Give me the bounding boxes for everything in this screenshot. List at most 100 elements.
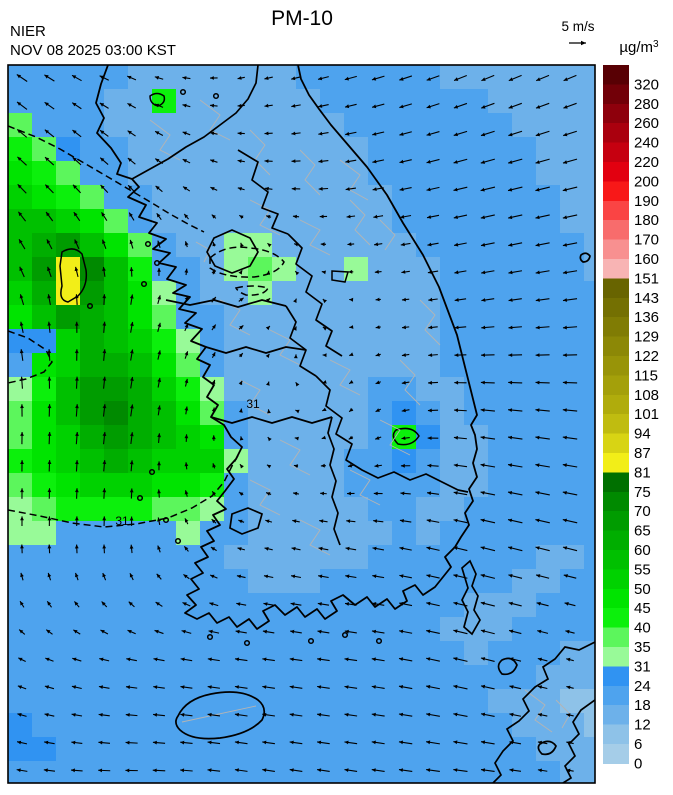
colorbar-band — [603, 647, 629, 667]
pm-cell — [464, 641, 488, 665]
wind-arrowhead — [453, 435, 458, 440]
pm-cell — [560, 449, 584, 473]
pm-cell — [56, 425, 80, 449]
pm-cell — [224, 545, 248, 569]
pm-cell — [80, 305, 104, 329]
pm-cell — [584, 89, 595, 113]
wind-arrowhead — [562, 518, 567, 523]
wind-arrowhead — [563, 574, 568, 578]
wind-arrowhead — [295, 271, 300, 276]
wind-arrowhead — [427, 242, 432, 247]
pm-cell — [32, 113, 56, 137]
wind-arrowhead — [344, 685, 349, 689]
pm-cell — [128, 89, 152, 113]
wind-arrowhead — [129, 294, 134, 299]
wind-arrowhead — [74, 266, 79, 272]
pm-cell — [176, 377, 200, 401]
small-island — [375, 637, 383, 645]
pm-cell — [296, 425, 320, 449]
colorbar-tick-label: 151 — [634, 270, 659, 287]
pm-cell — [224, 665, 248, 689]
wind-arrowhead — [349, 407, 354, 412]
pm-cell — [80, 545, 104, 569]
county-line — [349, 469, 381, 506]
pm-cell — [296, 137, 320, 161]
pm-cell — [512, 209, 536, 233]
wind-arrowhead — [208, 629, 213, 634]
pm-cell — [224, 137, 248, 161]
wind-arrowhead — [262, 712, 267, 717]
county-line — [524, 689, 553, 733]
wind-arrowhead — [535, 408, 540, 412]
pm-cell — [512, 257, 536, 281]
wind-arrowhead — [399, 574, 404, 578]
county-line — [249, 129, 271, 176]
pm-cell — [368, 257, 392, 281]
wind-arrowhead — [71, 685, 77, 689]
pm-cell — [224, 737, 248, 761]
pm-cell — [8, 473, 32, 497]
pm-cell — [80, 401, 104, 425]
pm-cell — [152, 617, 176, 641]
pm-cell — [440, 257, 464, 281]
wind-arrowhead — [402, 297, 406, 302]
wind-arrowhead — [566, 768, 571, 773]
pm-cell — [392, 161, 416, 185]
pm-cell — [104, 689, 128, 713]
wind-arrowhead — [183, 574, 188, 579]
pm-cell — [392, 617, 416, 641]
province-border — [131, 65, 259, 180]
wind-arrowhead — [184, 378, 189, 384]
wind-arrowhead — [345, 546, 350, 551]
wind-arrowhead — [72, 657, 77, 662]
wind-arrowhead — [102, 294, 107, 299]
wind-arrowhead — [262, 629, 267, 634]
wind-arrowhead — [372, 629, 377, 634]
pm-cell — [392, 689, 416, 713]
wind-arrowhead — [156, 573, 161, 578]
colorbar-tick-label: 320 — [634, 76, 659, 93]
wind-arrowhead — [563, 132, 568, 137]
pm-cell — [224, 641, 248, 665]
pm-cell — [152, 305, 176, 329]
wind-arrowhead — [157, 433, 161, 438]
wind-arrowhead — [426, 546, 431, 551]
pm-cell — [536, 425, 560, 449]
pm-cell — [32, 209, 56, 233]
wind-arrowhead — [481, 325, 486, 330]
pm-cell — [416, 113, 440, 137]
wind-arrowhead — [75, 460, 79, 465]
pm-cell — [464, 137, 488, 161]
small-island — [140, 280, 148, 288]
pm-cell — [128, 329, 152, 353]
pm-cell — [320, 737, 344, 761]
pm-cell — [584, 737, 595, 761]
wind-arrowhead — [102, 404, 107, 409]
wind-arrowhead — [262, 685, 267, 689]
wind-arrowhead — [211, 214, 216, 219]
wind-arrowhead — [427, 491, 432, 496]
pm-cell — [296, 305, 320, 329]
wind-arrowhead — [180, 685, 185, 689]
wind-arrowhead — [375, 436, 380, 440]
pm-cell — [128, 281, 152, 305]
small-island — [243, 639, 251, 647]
pm-cell — [392, 569, 416, 593]
wind-arrowhead — [348, 435, 353, 440]
wind-arrowhead — [480, 546, 485, 550]
pm-cell — [368, 209, 392, 233]
wind-arrowhead — [426, 740, 431, 745]
pm-cell — [104, 425, 128, 449]
wind-arrowhead — [207, 685, 212, 689]
wind-arrowhead — [155, 602, 160, 606]
wind-arrowhead — [266, 270, 271, 275]
wind-arrowhead — [266, 464, 272, 469]
wind-arrowhead — [480, 463, 485, 468]
wind-arrowhead — [212, 463, 216, 468]
pm-cell — [560, 665, 584, 689]
wind-arrowhead — [562, 408, 567, 412]
pm-cell — [488, 329, 512, 353]
wind-arrowhead — [102, 460, 107, 465]
wind-arrowhead — [480, 518, 485, 523]
pm-cell — [80, 233, 104, 257]
